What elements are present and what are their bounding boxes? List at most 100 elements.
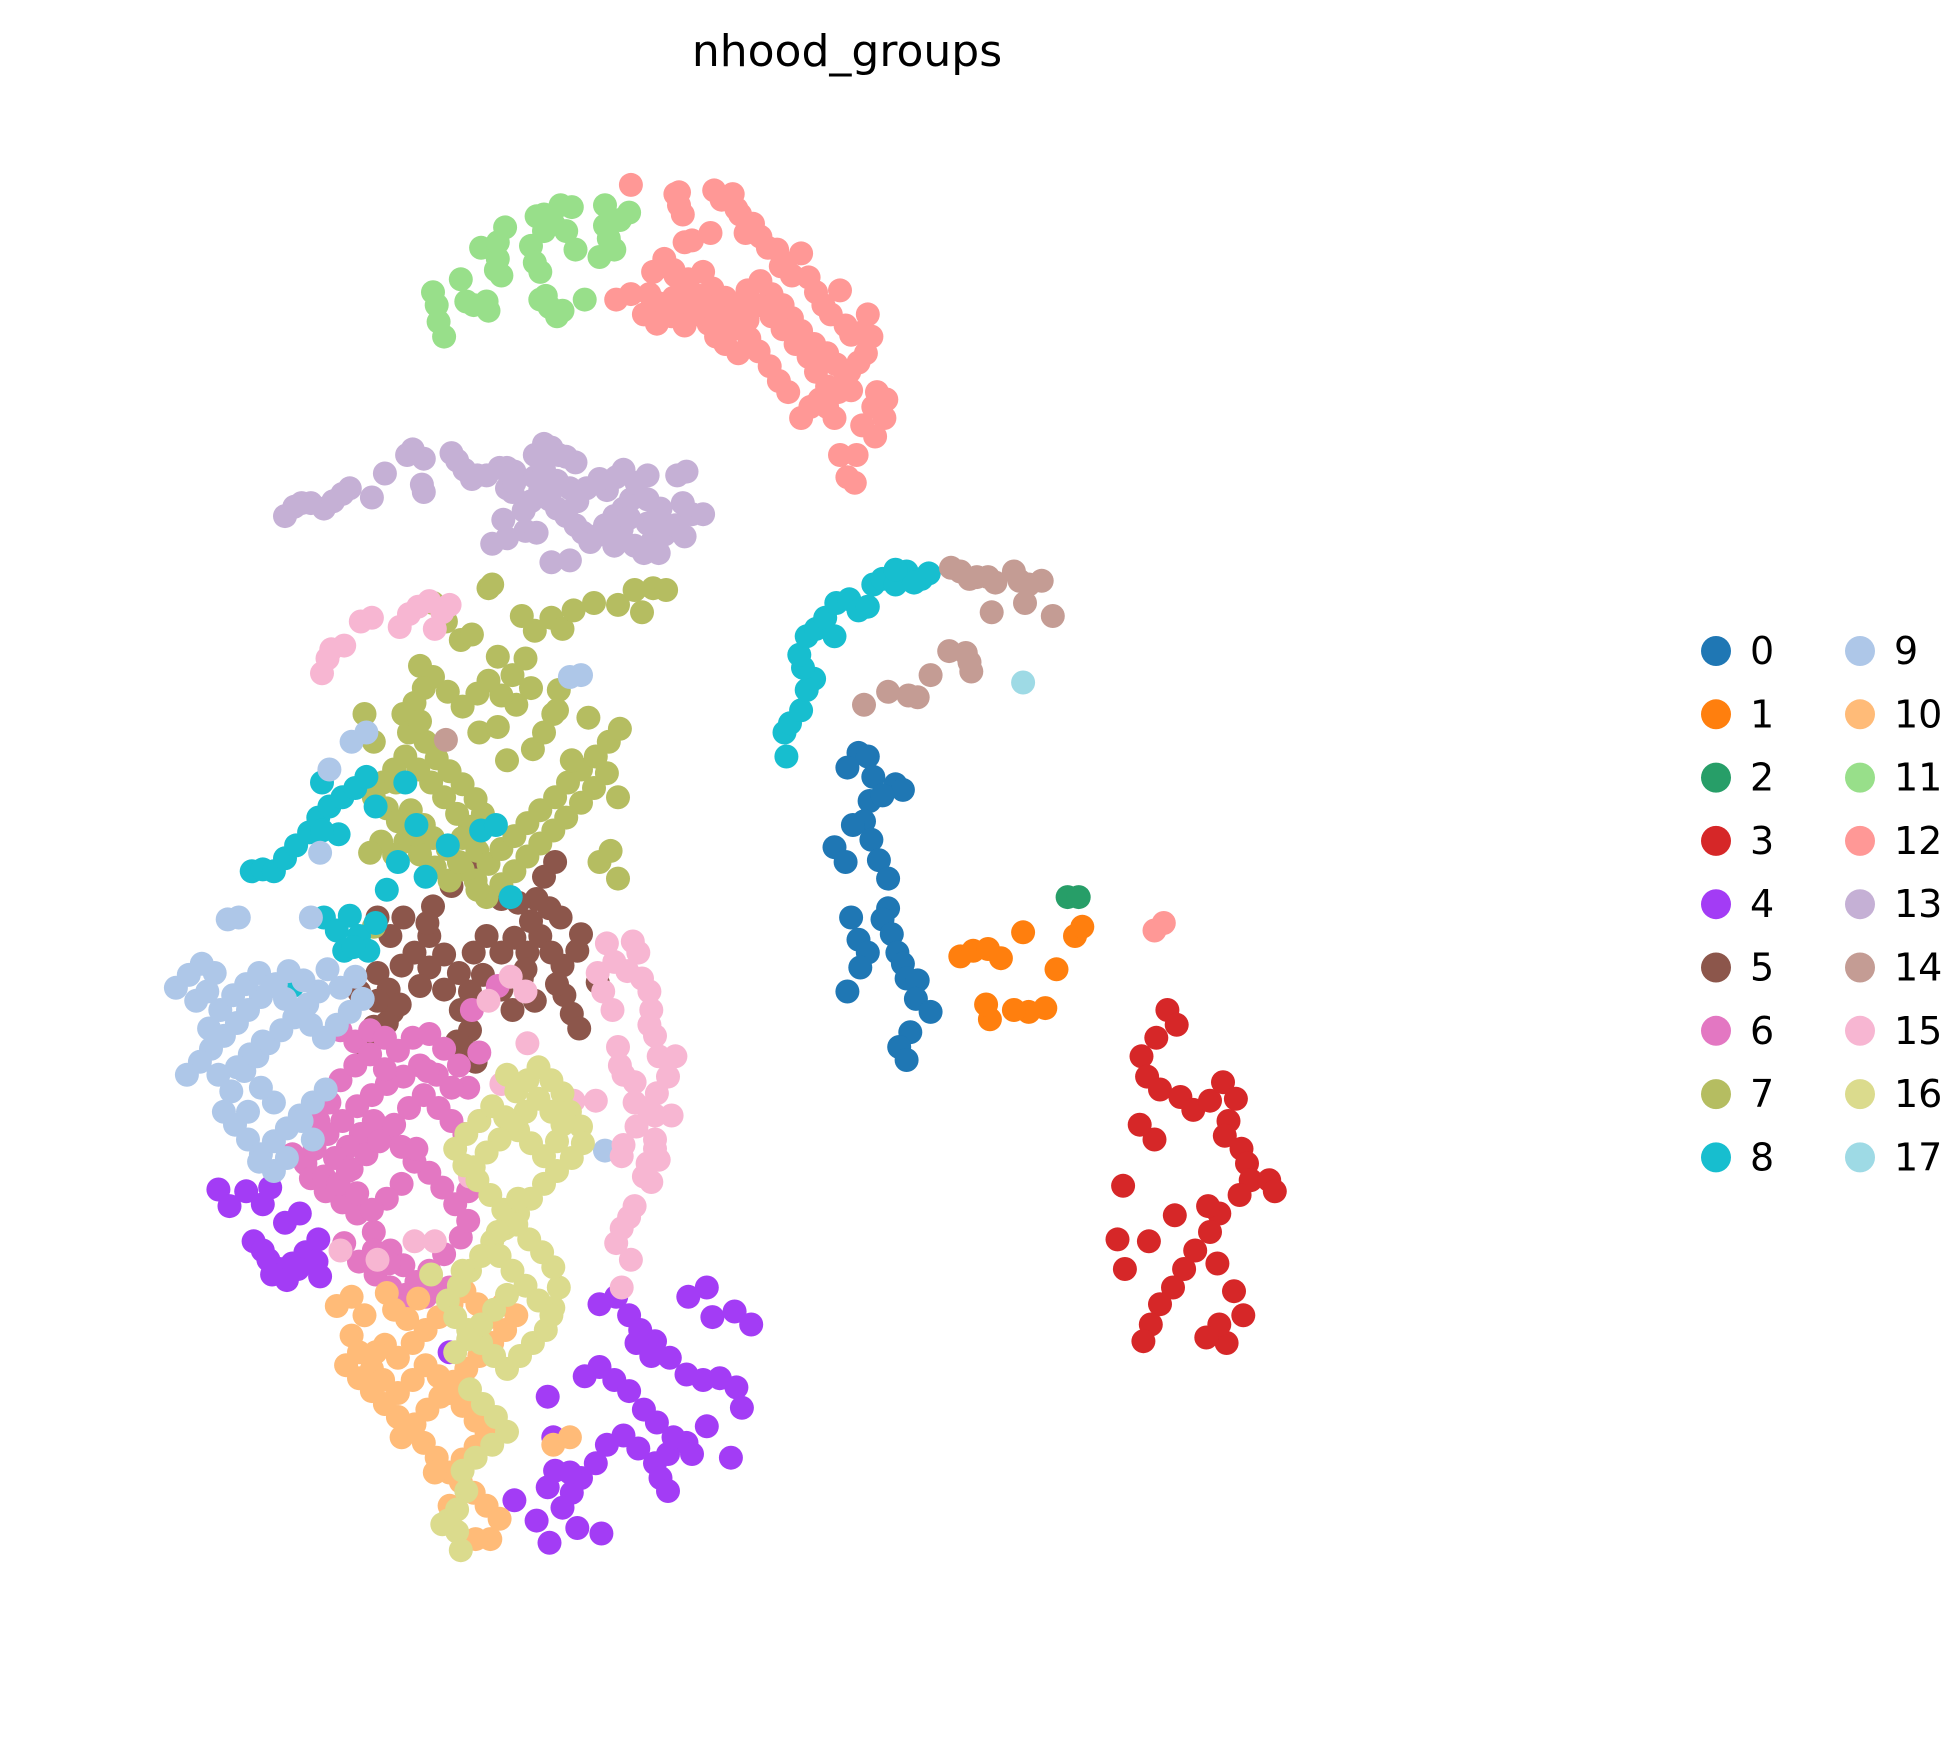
point-group-4: [617, 1379, 642, 1404]
point-group-7: [622, 578, 647, 602]
point-group-3: [1214, 1331, 1239, 1355]
legend-label-10: 10: [1894, 692, 1942, 736]
point-group-3: [1144, 1025, 1169, 1050]
point-group-13: [635, 487, 660, 512]
point-group-6: [372, 1057, 397, 1082]
point-group-14: [1013, 591, 1037, 615]
point-group-9: [343, 964, 368, 989]
point-group-15: [332, 633, 357, 658]
point-group-12: [844, 443, 869, 467]
point-group-2: [1066, 885, 1091, 910]
point-group-4: [718, 1445, 743, 1470]
point-group-10: [422, 1460, 447, 1485]
legend-marker-10: [1845, 699, 1875, 730]
point-group-1: [988, 946, 1013, 971]
legend-item-6: 6: [1701, 1009, 1774, 1053]
point-group-9: [174, 1062, 199, 1087]
point-group-17: [1011, 670, 1036, 695]
point-group-15: [618, 1247, 643, 1272]
point-group-3: [1129, 1044, 1154, 1069]
point-group-9: [224, 1055, 249, 1080]
point-group-7: [500, 663, 525, 688]
point-group-15: [663, 1044, 688, 1069]
point-group-3: [1148, 1292, 1172, 1317]
point-group-10: [352, 1303, 377, 1328]
point-group-16: [485, 1220, 510, 1244]
point-group-3: [1161, 1275, 1185, 1300]
point-group-3: [1111, 1173, 1136, 1198]
point-group-4: [644, 1410, 669, 1435]
point-group-11: [602, 237, 627, 262]
legend-label-0: 0: [1750, 629, 1774, 673]
point-group-15: [328, 1238, 353, 1263]
point-group-9: [569, 663, 593, 688]
point-group-7: [519, 676, 543, 701]
point-group-15: [359, 605, 384, 630]
point-group-4: [535, 1384, 560, 1409]
point-group-7: [559, 748, 584, 773]
legend-marker-3: [1701, 825, 1731, 856]
point-group-5: [550, 953, 575, 978]
legend-marker-2: [1701, 762, 1731, 793]
point-group-7: [606, 866, 630, 891]
point-group-1: [974, 992, 999, 1017]
point-group-7: [569, 790, 593, 815]
point-group-9: [248, 1075, 273, 1100]
point-group-12: [822, 406, 847, 430]
point-group-7: [522, 618, 547, 643]
point-group-8: [393, 770, 418, 795]
point-group-14: [983, 570, 1008, 595]
point-group-10: [487, 1506, 512, 1531]
point-group-16: [443, 1340, 468, 1365]
point-group-15: [476, 988, 501, 1013]
point-group-5: [391, 905, 416, 930]
point-group-3: [1196, 1194, 1221, 1219]
point-group-4: [273, 1210, 297, 1235]
point-group-15: [604, 1231, 629, 1256]
point-group-3: [1211, 1070, 1235, 1095]
point-group-5: [474, 924, 499, 948]
legend-label-4: 4: [1750, 882, 1774, 926]
point-group-14: [959, 659, 984, 684]
point-group-8: [483, 813, 508, 837]
legend-label-14: 14: [1894, 946, 1942, 990]
series-12: [604, 172, 1176, 943]
point-group-16: [454, 1479, 479, 1503]
point-group-11: [489, 263, 514, 288]
point-group-11: [448, 267, 473, 292]
point-group-13: [646, 541, 671, 566]
point-group-12: [789, 406, 814, 430]
legend-marker-7: [1701, 1079, 1731, 1110]
point-group-12: [842, 470, 867, 495]
point-group-5: [417, 955, 442, 980]
legend-item-2: 2: [1701, 756, 1774, 800]
point-group-14: [918, 663, 943, 688]
point-group-12: [850, 413, 875, 438]
point-group-8: [363, 911, 388, 935]
point-group-9: [354, 720, 379, 745]
legend-marker-4: [1701, 889, 1731, 920]
point-group-10: [389, 1425, 414, 1450]
point-group-15: [631, 1164, 656, 1189]
point-group-3: [1222, 1279, 1246, 1304]
point-group-5: [408, 974, 432, 998]
point-group-11: [572, 287, 597, 312]
point-group-6: [335, 1159, 360, 1183]
point-group-15: [643, 1136, 667, 1161]
point-group-4: [550, 1495, 575, 1520]
point-group-15: [513, 979, 538, 1004]
point-group-13: [411, 446, 436, 471]
point-group-3: [1131, 1329, 1156, 1354]
point-group-9: [300, 1127, 325, 1152]
point-group-4: [589, 1521, 614, 1546]
legend-item-15: 15: [1845, 1009, 1942, 1053]
point-group-9: [236, 1099, 260, 1124]
point-group-7: [561, 598, 586, 623]
point-group-0: [839, 905, 864, 930]
legend-marker-11: [1845, 762, 1875, 793]
point-group-5: [519, 909, 543, 934]
legend-item-16: 16: [1845, 1072, 1942, 1116]
point-group-11: [432, 324, 457, 349]
point-group-16: [539, 1303, 564, 1328]
point-group-10: [385, 1345, 410, 1370]
